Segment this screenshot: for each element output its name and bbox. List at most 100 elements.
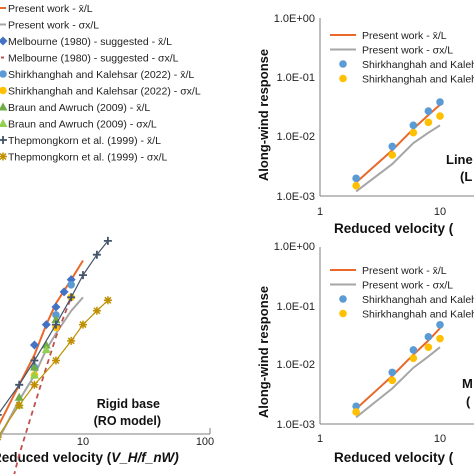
panel-c-ytick-1e-3: 1.0E-03 bbox=[276, 419, 315, 431]
panel-a-legend-swatch bbox=[0, 136, 7, 144]
panel-b-legend-label: Shirkhanghah and Kalehsar bbox=[362, 74, 474, 86]
panel-c-series-4-point bbox=[409, 354, 418, 363]
panel-c-legend-label: Present work - σx/L bbox=[362, 280, 453, 292]
panel-c-xtick-1: 1 bbox=[317, 433, 323, 445]
panel-a-legend: Present work - x̄/L Present work - σx/L Me… bbox=[0, 3, 201, 164]
panel-c-series-4-point bbox=[388, 376, 397, 385]
panel-a-series-2-line bbox=[0, 296, 84, 439]
panel-b-note-line2: (L bbox=[460, 169, 472, 184]
panel-b-note-line1: Line bbox=[446, 152, 473, 167]
panel-b-legend-label: Shirkhanghah and Kalehsar bbox=[362, 59, 474, 71]
panel-a-legend-label: Melbourne (1980) - suggested - x̄/L bbox=[8, 36, 172, 48]
panel-a-legend-label: Shirkhanghah and Kalehsar (2022) - σx/L bbox=[8, 86, 201, 98]
panel-a-xtick-10: 10 bbox=[77, 436, 89, 448]
panel-c-series-4-point bbox=[352, 408, 360, 416]
panel-a-series-10-point bbox=[15, 401, 24, 410]
panel-a-legend-swatch bbox=[0, 70, 7, 78]
panel-a-plot-area bbox=[0, 236, 112, 474]
panel-a-legend-swatch bbox=[0, 119, 8, 127]
panel-a-legend-swatch bbox=[0, 86, 7, 95]
panel-b-series-3-point bbox=[352, 174, 360, 183]
panel-a-series-9-point bbox=[103, 236, 112, 245]
panel-b-ytick-1e-1: 1.0E-01 bbox=[276, 72, 315, 84]
panel-c-ytick-1e0: 1.0E+00 bbox=[274, 241, 315, 253]
panel-b-xtick-10: 10 bbox=[434, 206, 446, 218]
panel-b-legend-label: Present work - x̄/L bbox=[362, 30, 447, 42]
panel-c-ytick-1e-2: 1.0E-02 bbox=[276, 359, 315, 371]
panel-a-xtick-100: 100 bbox=[196, 436, 214, 448]
panel-a-series-3-point bbox=[29, 340, 39, 350]
panel-c-y-axis-label: Along-wind response bbox=[256, 286, 271, 418]
panel-c-ytick-1e-1: 1.0E-01 bbox=[276, 301, 315, 313]
panel-c-series-3-point bbox=[388, 368, 397, 377]
panel-a-series-3-point bbox=[59, 287, 69, 297]
panel-a-series-9-point bbox=[15, 380, 24, 389]
panel-c-legend: Present work - x̄/L Present work - σx/L Sh… bbox=[330, 265, 474, 321]
panel-a-series-5-point bbox=[67, 280, 75, 289]
panel-b-series-2-line bbox=[355, 124, 441, 193]
panel-a-note-line1: Rigid base bbox=[97, 397, 160, 411]
panel-c-legend-label: Shirkhanghah and Kaleh bbox=[362, 309, 474, 321]
panel-b-y-axis-label: Along-wind response bbox=[256, 49, 271, 181]
panel-a-series-4-line bbox=[13, 296, 73, 474]
panel-b-ytick-1e0: 1.0E+00 bbox=[274, 13, 315, 25]
panel-b-series-3-point bbox=[388, 142, 397, 151]
panel-a-legend-label: Present work - x̄/L bbox=[8, 3, 93, 15]
panel-b-legend-swatch bbox=[339, 60, 347, 68]
panel-a-series-7-point bbox=[41, 340, 51, 349]
panel-b-plot-area bbox=[352, 98, 444, 193]
panel-a-series-3-point bbox=[41, 320, 51, 330]
panel-b-ytick-1e-3: 1.0E-03 bbox=[276, 191, 315, 203]
panel-a-series-7-point bbox=[29, 362, 39, 371]
panel-a-note-line2: (RO model) bbox=[94, 414, 161, 428]
panel-c-series-3-point bbox=[409, 346, 418, 354]
panel-c-series-4-point bbox=[424, 343, 433, 352]
panel-a-series-9-point bbox=[67, 293, 76, 302]
panel-m-model: Along-wind response 1.0E+00 1.0E-01 1.0E… bbox=[256, 241, 474, 465]
panel-a-series-3-point bbox=[51, 302, 61, 312]
panel-b-series-4-point bbox=[436, 112, 444, 120]
panel-a-legend-label: Thepmongkorn et al. (1999) - σx/L bbox=[8, 152, 168, 164]
panel-b-x-axis-label: Reduced velocity ( bbox=[334, 221, 454, 236]
panel-a-legend-label: Present work - σx/L bbox=[8, 20, 99, 32]
panel-a-x-axis-label: Reduced velocity (V_H/f_nW) bbox=[0, 450, 179, 465]
panel-a-series-8-point bbox=[29, 370, 39, 379]
panel-a-legend-swatch bbox=[0, 102, 8, 111]
panel-c-x-axis-label: Reduced velocity ( bbox=[334, 450, 454, 465]
panel-a-series-10-point bbox=[92, 306, 101, 315]
panel-a-series-9-line bbox=[0, 240, 109, 413]
panel-b-series-3-point bbox=[409, 121, 418, 130]
panel-a-series-9-point bbox=[51, 320, 60, 329]
panel-c-note-line2: ( bbox=[466, 394, 471, 409]
panel-c-xtick-10: 10 bbox=[434, 433, 446, 445]
panel-a-series-5-point bbox=[52, 311, 60, 319]
panel-a-series-10-point bbox=[30, 380, 39, 389]
panel-a-series-7-point bbox=[14, 392, 24, 401]
panel-rigid-base: 10 100 Reduced velocity (V_H/f_nW) Rigid… bbox=[0, 3, 214, 474]
panel-a-series-9-point bbox=[30, 356, 39, 365]
panel-b-legend-swatch bbox=[339, 74, 347, 83]
panel-a-series-9-point bbox=[92, 250, 101, 259]
panel-a-legend-swatch bbox=[0, 36, 8, 46]
panel-c-legend-label: Present work - x̄/L bbox=[362, 265, 447, 277]
panel-b-series-3-point bbox=[424, 107, 433, 115]
panel-b-series-4-point bbox=[424, 118, 433, 127]
panel-a-legend-label: Braun and Awruch (2009) - x̄/L bbox=[8, 102, 150, 114]
panel-b-ytick-1e-2: 1.0E-02 bbox=[276, 131, 315, 143]
panel-c-note-line1: M bbox=[462, 376, 473, 391]
panel-a-legend-label: Braun and Awruch (2009) - σx/L bbox=[8, 119, 157, 131]
panel-b-series-3-point bbox=[436, 98, 444, 106]
panel-line-model: Along-wind response 1.0E+00 1.0E-01 1.0E… bbox=[256, 13, 474, 236]
panel-c-series-4-point bbox=[436, 334, 444, 343]
panel-c-series-3-point bbox=[352, 402, 360, 411]
panel-a-legend-label: Melbourne (1980) - suggested - σx/L bbox=[8, 53, 179, 65]
panel-a-series-10-point bbox=[51, 356, 60, 365]
panel-a-legend-label: Thepmongkorn et al. (1999) - x̄/L bbox=[8, 135, 161, 147]
panel-c-plot-area bbox=[352, 321, 444, 419]
panel-c-series-3-point bbox=[436, 321, 444, 329]
panel-b-series-4-point bbox=[388, 151, 397, 159]
panel-a-series-9-point bbox=[0, 413, 2, 416]
panel-a-legend-swatch bbox=[0, 152, 7, 161]
panel-c-series-3-point bbox=[424, 333, 433, 341]
